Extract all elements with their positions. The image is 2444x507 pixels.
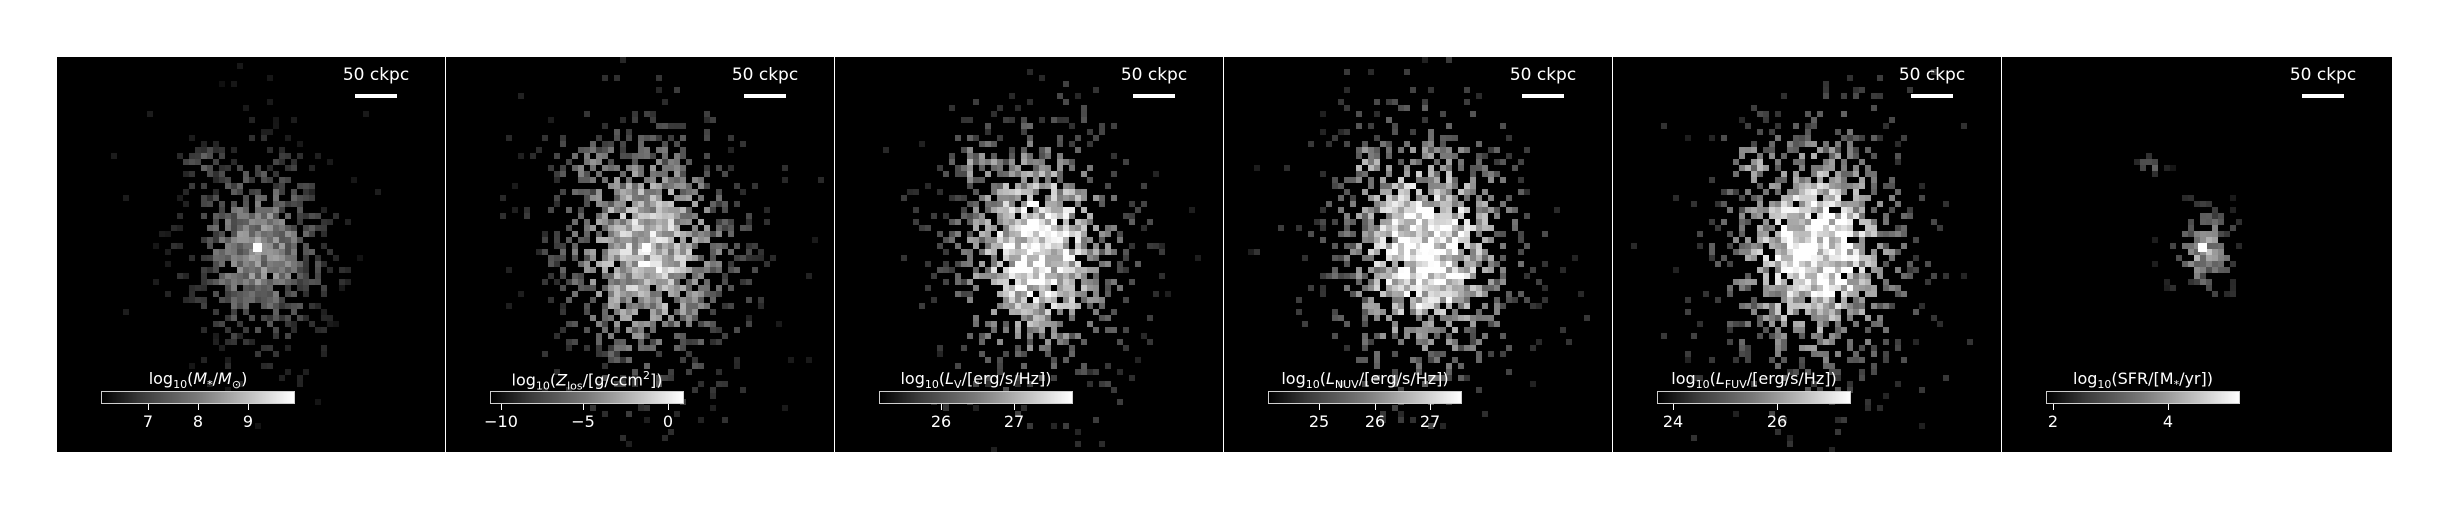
- scale-bar-label: 50 ckpc: [1898, 65, 1966, 85]
- fuv-map: [1631, 69, 1973, 452]
- colorbar: log10(SFR/[M*/yr]) 2 4: [2046, 369, 2240, 439]
- colorbar-tick: [1430, 404, 1431, 410]
- colorbar-tick: [2053, 404, 2054, 410]
- scale-bar: 50 ckpc: [1877, 65, 1987, 105]
- colorbar-tick-label: 0: [662, 412, 674, 431]
- scale-bar-line: [1911, 94, 1953, 98]
- panel-metal-column: 50 ckpc log10(Zlos/[g/ccm2]) −10 −5 0: [446, 57, 834, 452]
- colorbar-label: log10(SFR/[M*/yr]): [2073, 369, 2213, 392]
- colorbar-tick: [668, 404, 669, 410]
- panel-fuv: 50 ckpc log10(LFUV/[erg/s/Hz]) 24 26: [1613, 57, 2001, 452]
- panel-v-band: 50 ckpc log10(LV/[erg/s/Hz]) 26 27: [835, 57, 1223, 452]
- colorbar-gradient: [1268, 391, 1462, 404]
- colorbar-tick-label: 9: [242, 412, 254, 431]
- scale-bar: 50 ckpc: [1488, 65, 1598, 105]
- scale-bar-label: 50 ckpc: [2289, 65, 2357, 85]
- colorbar-tick-label: 27: [1003, 412, 1025, 431]
- scale-bar: 50 ckpc: [2268, 65, 2378, 105]
- panel-nuv: 50 ckpc log10(LNUV/[erg/s/Hz]) 25 26 27: [1224, 57, 1612, 452]
- colorbar-gradient: [2046, 391, 2240, 404]
- colorbar-label: log10(LV/[erg/s/Hz]): [900, 369, 1052, 392]
- scale-bar-line: [744, 94, 786, 98]
- colorbar-tick-label: 26: [930, 412, 952, 431]
- nuv-map: [1248, 57, 1590, 429]
- colorbar-tick-label: 27: [1419, 412, 1441, 431]
- scale-bar-label: 50 ckpc: [342, 65, 410, 85]
- colorbar-label: log10(M*/M⊙): [148, 369, 248, 392]
- colorbar-tick: [148, 404, 149, 410]
- colorbar-tick-label: 26: [1766, 412, 1788, 431]
- v-band-map: [883, 69, 1201, 452]
- colorbar-tick: [1673, 404, 1674, 410]
- colorbar: log10(Zlos/[g/ccm2]) −10 −5 0: [484, 369, 684, 439]
- colorbar-tick-label: −5: [571, 412, 595, 431]
- colorbar-tick-label: 26: [1364, 412, 1386, 431]
- colorbar: log10(LFUV/[erg/s/Hz]) 24 26: [1657, 369, 1851, 439]
- scale-bar-line: [1133, 94, 1175, 98]
- colorbar-tick: [941, 404, 942, 410]
- scale-bar: 50 ckpc: [710, 65, 820, 105]
- scale-bar-label: 50 ckpc: [1120, 65, 1188, 85]
- scale-bar-line: [2302, 94, 2344, 98]
- sfr-map: [2134, 153, 2242, 297]
- colorbar-tick: [1014, 404, 1015, 410]
- colorbar-tick-label: 24: [1662, 412, 1684, 431]
- image-strip: 50 ckpc log10(M*/M⊙) 7 8 9 50 ckpc log10(Z…: [57, 57, 2392, 452]
- colorbar-label: log10(LFUV/[erg/s/Hz]): [1671, 369, 1837, 392]
- colorbar-gradient: [1657, 391, 1851, 404]
- colorbar-tick: [583, 404, 584, 410]
- scale-bar: 50 ckpc: [321, 65, 431, 105]
- colorbar-tick-label: −10: [484, 412, 518, 431]
- colorbar-gradient: [101, 391, 295, 404]
- colorbar: log10(M*/M⊙) 7 8 9: [101, 369, 295, 439]
- scale-bar-label: 50 ckpc: [731, 65, 799, 85]
- colorbar-tick: [501, 404, 502, 410]
- colorbar-tick-label: 2: [2047, 412, 2059, 431]
- colorbar-gradient: [490, 391, 684, 404]
- colorbar-tick: [248, 404, 249, 410]
- colorbar-tick-label: 25: [1308, 412, 1330, 431]
- colorbar-tick-label: 7: [142, 412, 154, 431]
- colorbar-gradient: [879, 391, 1073, 404]
- panel-stellar-mass: 50 ckpc log10(M*/M⊙) 7 8 9: [57, 57, 445, 452]
- scale-bar-line: [1522, 94, 1564, 98]
- colorbar-tick: [1777, 404, 1778, 410]
- colorbar-tick: [1319, 404, 1320, 410]
- stellar-mass-map: [111, 63, 381, 429]
- colorbar-label: log10(Zlos/[g/ccm2]): [511, 369, 663, 393]
- colorbar: log10(LNUV/[erg/s/Hz]) 25 26 27: [1268, 369, 1462, 439]
- scale-bar: 50 ckpc: [1099, 65, 1209, 105]
- colorbar-tick: [198, 404, 199, 410]
- colorbar-tick: [1375, 404, 1376, 410]
- panel-sfr: 50 ckpc log10(SFR/[M*/yr]) 2 4: [2002, 57, 2392, 452]
- scale-bar-line: [355, 94, 397, 98]
- scale-bar-label: 50 ckpc: [1509, 65, 1577, 85]
- colorbar-tick: [2168, 404, 2169, 410]
- colorbar: log10(LV/[erg/s/Hz]) 26 27: [879, 369, 1073, 439]
- colorbar-tick-label: 4: [2162, 412, 2174, 431]
- colorbar-label: log10(LNUV/[erg/s/Hz]): [1281, 369, 1449, 392]
- colorbar-tick-label: 8: [192, 412, 204, 431]
